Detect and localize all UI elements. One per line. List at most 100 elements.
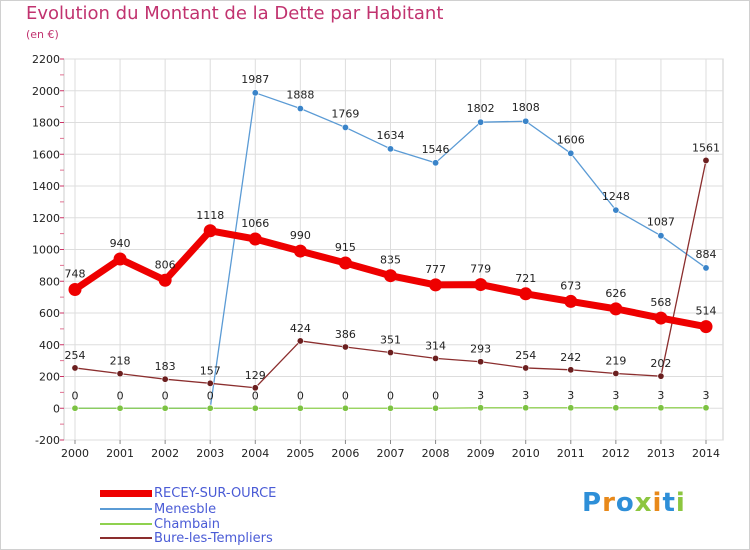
data-label: 835 [380, 254, 401, 267]
legend-item: RECEY-SUR-OURCE [100, 486, 276, 501]
data-point [71, 364, 79, 372]
data-point [432, 404, 440, 412]
data-point [702, 404, 710, 412]
data-label: 721 [515, 272, 536, 285]
data-point [567, 149, 575, 157]
x-tick-label: 2005 [286, 447, 314, 460]
x-tick-label: 2011 [557, 447, 585, 460]
data-label: 779 [470, 263, 491, 276]
x-tick-label: 2006 [331, 447, 359, 460]
data-point [386, 349, 394, 357]
data-point [657, 232, 665, 240]
data-label: 202 [650, 357, 671, 370]
data-point [564, 294, 578, 308]
data-label: 219 [605, 354, 626, 367]
data-point [338, 256, 352, 270]
data-point [251, 404, 259, 412]
data-point [654, 311, 668, 325]
data-point [296, 105, 304, 113]
data-point [612, 369, 620, 377]
x-tick-label: 2013 [647, 447, 675, 460]
y-tick-label: 400 [39, 339, 60, 352]
legend-swatch [100, 523, 152, 525]
data-label: 1087 [647, 216, 675, 229]
data-label: 568 [650, 296, 671, 309]
data-point [161, 404, 169, 412]
chart-title: Evolution du Montant de la Dette par Hab… [26, 3, 444, 24]
data-point [296, 404, 304, 412]
data-label: 314 [425, 339, 446, 352]
data-label: 0 [117, 389, 124, 402]
data-point [432, 159, 440, 167]
data-point [702, 156, 710, 164]
x-tick-label: 2009 [467, 447, 495, 460]
legend-swatch [100, 537, 152, 539]
data-label: 183 [155, 360, 176, 373]
data-point [116, 404, 124, 412]
x-tick-label: 2000 [61, 447, 89, 460]
data-point [161, 375, 169, 383]
data-point [477, 358, 485, 366]
legend-item: Chambain [100, 516, 221, 532]
y-tick-label: 1400 [32, 180, 60, 193]
data-point [68, 283, 82, 297]
chart-subtitle: (en €) [26, 28, 59, 41]
data-point [609, 302, 623, 316]
data-point [519, 287, 533, 301]
data-label: 3 [703, 389, 710, 402]
data-label: 806 [155, 258, 176, 271]
data-point [203, 224, 217, 238]
data-label: 1066 [241, 217, 269, 230]
x-tick-label: 2008 [422, 447, 450, 460]
data-label: 673 [560, 279, 581, 292]
data-point [206, 379, 214, 387]
data-label: 514 [696, 305, 717, 318]
data-point [567, 366, 575, 374]
data-point [341, 404, 349, 412]
data-label: 1248 [602, 190, 630, 203]
data-label: 1802 [467, 102, 495, 115]
y-tick-label: -200 [35, 434, 60, 447]
x-tick-label: 2002 [151, 447, 179, 460]
data-label: 254 [65, 349, 86, 362]
data-label: 1888 [286, 89, 314, 102]
data-label: 1769 [331, 107, 359, 120]
data-label: 0 [342, 389, 349, 402]
x-tick-label: 2007 [377, 447, 405, 460]
data-label: 0 [207, 389, 214, 402]
data-point [293, 244, 307, 258]
x-tick-label: 2014 [692, 447, 720, 460]
data-label: 1987 [241, 73, 269, 86]
data-point [702, 264, 710, 272]
data-point [158, 273, 172, 287]
data-label: 3 [657, 389, 664, 402]
data-point [251, 384, 259, 392]
y-tick-label: 1200 [32, 212, 60, 225]
data-point [522, 117, 530, 125]
x-tick-label: 2010 [512, 447, 540, 460]
legend-label: Chambain [154, 516, 221, 532]
data-point [432, 354, 440, 362]
data-point [612, 206, 620, 214]
data-point [71, 404, 79, 412]
data-point [474, 278, 488, 292]
data-label: 0 [162, 389, 169, 402]
data-label: 3 [477, 389, 484, 402]
data-point [522, 404, 530, 412]
data-label: 1118 [196, 209, 224, 222]
data-point [386, 404, 394, 412]
y-tick-label: 1800 [32, 117, 60, 130]
data-label: 3 [612, 389, 619, 402]
y-tick-label: 1600 [32, 148, 60, 161]
legend-label: Bure-les-Templiers [154, 530, 273, 546]
data-label: 218 [110, 355, 131, 368]
data-label: 0 [72, 389, 79, 402]
y-tick-label: 0 [53, 402, 60, 415]
data-point [657, 404, 665, 412]
data-point [657, 372, 665, 380]
data-point [477, 404, 485, 412]
y-tick-label: 600 [39, 307, 60, 320]
y-tick-label: 2000 [32, 85, 60, 98]
legend-item: Menesble [100, 502, 216, 517]
data-point [522, 364, 530, 372]
